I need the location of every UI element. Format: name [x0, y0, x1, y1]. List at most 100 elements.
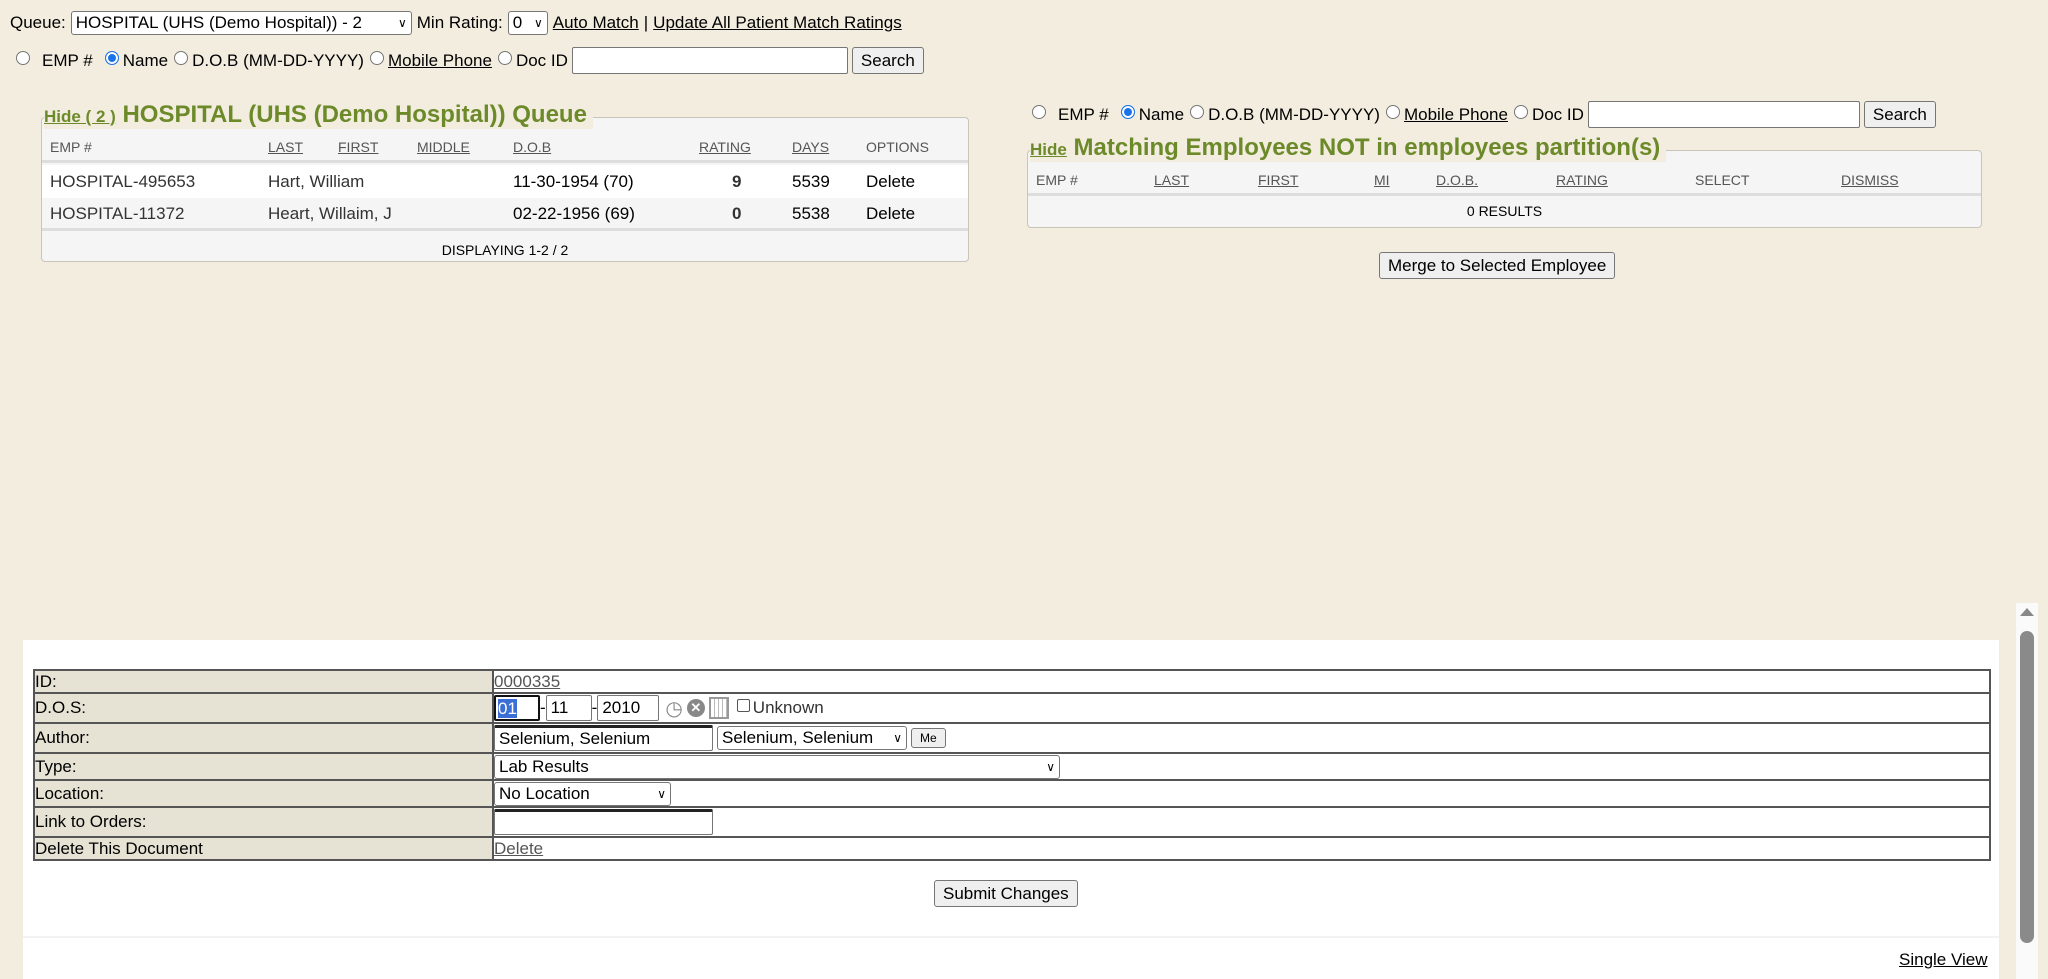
queue-panel-title: HOSPITAL (UHS (Demo Hospital)) Queue — [122, 101, 587, 128]
document-form: ID: 0000335 D.O.S: 01 - 11 - 2010 ◷ ✕ Unk… — [33, 669, 1991, 861]
row-emp: HOSPITAL-495653 — [50, 172, 196, 191]
chevron-down-icon: ∨ — [533, 16, 543, 30]
radio-dob[interactable] — [174, 50, 189, 65]
hide-queue-link[interactable]: Hide ( 2 ) — [44, 107, 116, 126]
match-results: 0 RESULTS — [1466, 203, 1543, 219]
radio-name-label: Name — [1138, 104, 1185, 124]
radio-docid[interactable] — [497, 50, 512, 65]
queue-footer: DISPLAYING 1-2 / 2 — [441, 242, 569, 258]
unknown-checkbox[interactable] — [736, 698, 750, 712]
delete-document-link[interactable]: Delete — [494, 838, 544, 858]
queue-label: Queue: — [10, 13, 66, 32]
col-first[interactable]: FIRST — [338, 139, 379, 155]
dash: - — [540, 698, 546, 717]
update-all-ratings-link[interactable]: Update All Patient Match Ratings — [653, 13, 902, 32]
col-rating[interactable]: RATING — [699, 139, 751, 155]
calendar-icon[interactable] — [708, 697, 729, 719]
chevron-down-icon: ∨ — [657, 786, 666, 801]
col-dob[interactable]: D.O.B. — [1436, 172, 1479, 188]
search-button[interactable]: Search — [851, 47, 924, 74]
clock-icon[interactable]: ◷ — [665, 697, 683, 720]
chevron-down-icon: ∨ — [397, 16, 407, 30]
col-emp: EMP # — [1036, 172, 1078, 188]
dos-label: D.O.S: — [33, 692, 494, 724]
me-button[interactable]: Me — [911, 728, 946, 748]
delete-document-label: Delete This Document — [33, 836, 494, 861]
scroll-up-icon[interactable] — [2020, 608, 2034, 616]
row-delete-link[interactable]: Delete — [866, 172, 916, 191]
dash: - — [591, 698, 598, 717]
col-dob[interactable]: D.O.B — [513, 139, 552, 155]
auto-match-link[interactable]: Auto Match — [552, 13, 639, 32]
single-view-link[interactable]: Single View — [1899, 950, 1988, 969]
table-row[interactable]: HOSPITAL-495653 Hart, William 11-30-1954… — [42, 165, 968, 198]
min-rating-label: Min Rating: — [416, 13, 503, 32]
col-select: SELECT — [1695, 172, 1750, 188]
row-rating: 9 — [732, 172, 742, 191]
search-button[interactable]: Search — [1863, 101, 1936, 128]
col-dismiss[interactable]: DISMISS — [1841, 172, 1899, 188]
radio-docid[interactable] — [1513, 104, 1528, 119]
col-mi[interactable]: MI — [1374, 172, 1390, 188]
radio-mobile-label[interactable]: Mobile Phone — [387, 50, 492, 70]
row-name: Hart, William — [268, 172, 365, 191]
col-emp: EMP # — [50, 139, 92, 155]
radio-dob-label: D.O.B (MM-DD-YYYY) — [192, 50, 364, 70]
unknown-label: Unknown — [752, 698, 824, 717]
location-select[interactable]: No Location ∨ — [494, 781, 671, 806]
scrollbar-thumb[interactable] — [2020, 631, 2034, 943]
radio-dob-label: D.O.B (MM-DD-YYYY) — [1208, 104, 1380, 124]
hide-match-link[interactable]: Hide — [1030, 140, 1067, 159]
col-days[interactable]: DAYS — [792, 139, 830, 155]
search-bar-right: EMP # Name D.O.B (MM-DD-YYYY) Mobile Pho… — [1026, 101, 1936, 128]
row-name: Heart, Willaim, J — [268, 204, 392, 223]
col-rating[interactable]: RATING — [1556, 172, 1608, 188]
match-panel: Hide Matching Employees NOT in employees… — [1027, 134, 1982, 228]
author-label: Author: — [33, 722, 494, 754]
row-days: 5538 — [792, 204, 830, 223]
search-bar-left: EMP # Name D.O.B (MM-DD-YYYY) Mobile Pho… — [10, 47, 924, 74]
scrollbar[interactable] — [2016, 603, 2038, 979]
author-select-value: Selenium, Selenium — [722, 728, 874, 747]
col-middle[interactable]: MIDDLE — [417, 139, 470, 155]
search-input[interactable] — [571, 47, 848, 74]
queue-panel-legend: Hide ( 2 ) HOSPITAL (UHS (Demo Hospital)… — [44, 101, 593, 129]
merge-button[interactable]: Merge to Selected Employee — [1379, 252, 1616, 279]
type-select[interactable]: Lab Results ∨ — [494, 754, 1060, 779]
col-first[interactable]: FIRST — [1258, 172, 1299, 188]
radio-dob[interactable] — [1190, 104, 1205, 119]
clear-icon[interactable]: ✕ — [686, 699, 705, 717]
dos-day-input[interactable]: 11 — [545, 695, 592, 721]
col-options: OPTIONS — [866, 139, 930, 155]
match-panel-legend: Hide Matching Employees NOT in employees… — [1030, 134, 1667, 162]
id-link[interactable]: 0000335 — [494, 671, 561, 691]
type-select-value: Lab Results — [499, 756, 589, 776]
radio-emp[interactable] — [16, 50, 30, 65]
search-input[interactable] — [1587, 101, 1860, 128]
min-rating-select[interactable]: 0 ∨ — [507, 11, 548, 35]
match-header-row: EMP # LAST FIRST MI D.O.B. RATING SELECT… — [1028, 164, 1981, 196]
link-orders-input[interactable] — [494, 809, 713, 835]
id-label: ID: — [33, 669, 494, 694]
col-last[interactable]: LAST — [1154, 172, 1190, 188]
queue-toolbar: Queue: HOSPITAL (UHS (Demo Hospital)) - … — [10, 11, 902, 35]
radio-name[interactable] — [104, 50, 119, 65]
row-emp: HOSPITAL-11372 — [50, 204, 185, 223]
queue-select[interactable]: HOSPITAL (UHS (Demo Hospital)) - 2 ∨ — [70, 11, 412, 35]
row-delete-link[interactable]: Delete — [866, 204, 916, 223]
radio-docid-label: Doc ID — [1531, 104, 1584, 124]
col-last[interactable]: LAST — [268, 139, 304, 155]
radio-emp[interactable] — [1032, 104, 1046, 119]
submit-changes-button[interactable]: Submit Changes — [934, 880, 1078, 907]
radio-name[interactable] — [1120, 104, 1135, 119]
radio-mobile-label[interactable]: Mobile Phone — [1403, 104, 1508, 124]
table-row[interactable]: HOSPITAL-11372 Heart, Willaim, J 02-22-1… — [42, 198, 968, 231]
dos-month-input[interactable]: 01 — [494, 695, 540, 721]
chevron-down-icon: ∨ — [1046, 759, 1055, 774]
radio-mobile[interactable] — [369, 50, 384, 65]
author-select[interactable]: Selenium, Selenium ∨ — [717, 726, 907, 750]
dos-year-input[interactable]: 2010 — [597, 695, 660, 721]
queue-header-row: EMP # LAST FIRST MIDDLE D.O.B RATING DAY… — [42, 130, 968, 163]
author-input[interactable]: Selenium, Selenium — [494, 725, 713, 751]
radio-mobile[interactable] — [1385, 104, 1400, 119]
